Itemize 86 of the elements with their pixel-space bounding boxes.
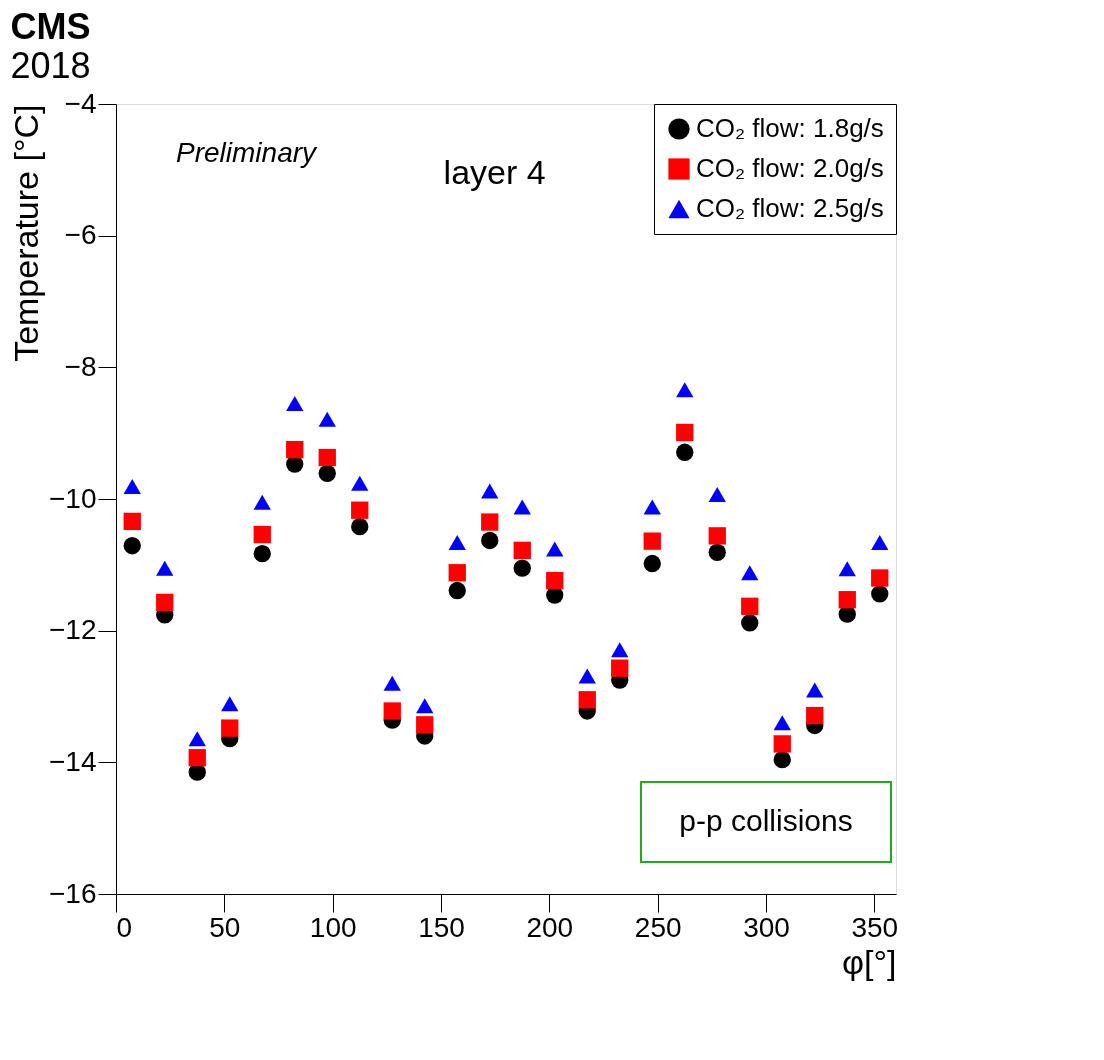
point	[318, 464, 336, 482]
point	[383, 702, 401, 720]
point	[676, 382, 694, 398]
point	[156, 593, 174, 612]
point	[838, 591, 856, 609]
point	[578, 691, 596, 709]
annotation: Preliminary	[176, 137, 319, 168]
point	[286, 396, 304, 412]
point	[871, 569, 889, 587]
point	[188, 749, 206, 767]
point	[448, 564, 466, 582]
point	[643, 499, 661, 515]
y-tick-label: −10	[49, 482, 97, 514]
y-tick-label: −12	[49, 614, 97, 646]
x-tick-label: 200	[526, 911, 574, 943]
point	[676, 443, 694, 461]
point	[708, 527, 726, 545]
point	[221, 696, 239, 712]
x-tick-label: 0	[116, 911, 133, 943]
point	[383, 675, 401, 691]
point	[838, 561, 856, 577]
point	[188, 731, 206, 747]
point	[286, 440, 304, 459]
point	[708, 486, 726, 502]
y-tick-label: −6	[64, 219, 97, 251]
point	[156, 560, 174, 576]
point	[123, 478, 141, 494]
point	[871, 585, 889, 603]
point	[741, 565, 759, 581]
point	[253, 545, 271, 563]
point	[318, 448, 336, 467]
point	[318, 411, 336, 427]
point	[253, 494, 271, 510]
chart-subtitle: 2018	[10, 45, 91, 86]
point	[481, 531, 499, 550]
point	[481, 513, 499, 531]
point	[578, 668, 596, 684]
point	[871, 534, 889, 550]
y-tick-label: −16	[49, 877, 97, 909]
point	[741, 597, 759, 615]
y-tick-label: −14	[49, 745, 97, 777]
point	[546, 541, 564, 557]
x-axis-title: φ[°]	[841, 942, 897, 981]
x-tick-label: 300	[743, 911, 790, 943]
legend-label: CO₂ flow: 2.5g/s	[696, 193, 884, 223]
point	[513, 499, 531, 515]
point	[351, 475, 369, 491]
point	[513, 559, 531, 577]
point	[676, 423, 694, 442]
annotation: p-p collisions	[679, 804, 853, 837]
point	[448, 534, 466, 550]
point	[448, 581, 466, 600]
point	[253, 525, 271, 544]
x-tick-label: 50	[209, 911, 241, 943]
y-tick-label: −4	[64, 87, 97, 119]
point	[416, 716, 434, 734]
point	[513, 541, 531, 560]
y-tick-label: −8	[64, 350, 97, 382]
point	[481, 483, 499, 499]
point	[123, 512, 141, 531]
x-tick-label: 250	[634, 911, 682, 943]
point	[416, 698, 434, 714]
x-tick-label: 100	[309, 911, 357, 943]
point	[546, 571, 564, 590]
point	[643, 554, 661, 573]
point	[221, 719, 239, 737]
legend-label: CO₂ flow: 2.0g/s	[696, 153, 884, 183]
point	[773, 715, 791, 731]
chart-title: CMS	[10, 6, 91, 47]
point	[123, 537, 141, 555]
point	[611, 642, 629, 658]
point	[773, 751, 791, 769]
point	[806, 682, 824, 698]
point	[773, 735, 791, 753]
legend-label: CO₂ flow: 1.8g/s	[696, 113, 884, 143]
annotation: layer 4	[443, 153, 546, 191]
point	[806, 706, 824, 725]
point	[741, 614, 759, 632]
point	[351, 518, 369, 536]
x-tick-label: 350	[851, 911, 899, 943]
x-tick-label: 150	[418, 911, 465, 943]
point	[351, 501, 369, 519]
point	[611, 659, 629, 677]
point	[643, 532, 661, 550]
point	[708, 543, 726, 561]
y-axis-title: Temperature [°C]	[7, 104, 45, 362]
